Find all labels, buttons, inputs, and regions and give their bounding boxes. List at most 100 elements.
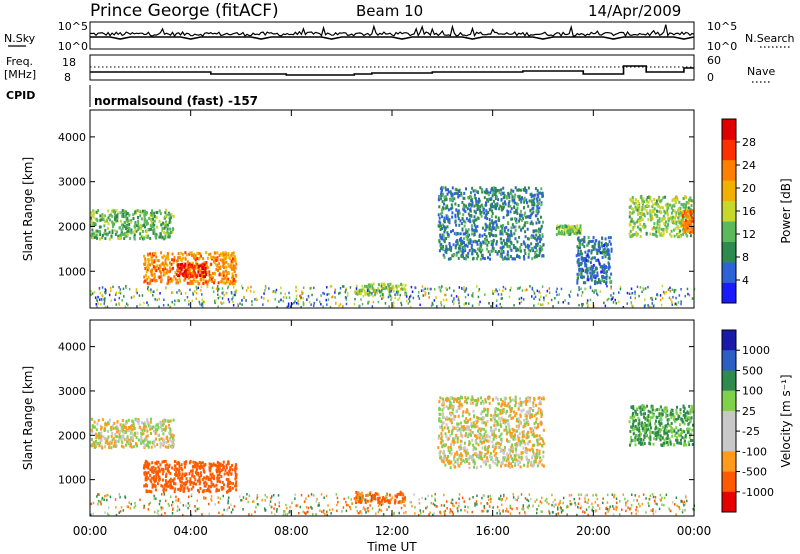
echo-cell <box>490 188 493 192</box>
echo-cell <box>172 418 175 422</box>
echo-cell <box>517 248 520 252</box>
echo-cell <box>455 223 458 227</box>
echo-cell <box>539 291 541 295</box>
echo-cell <box>500 424 503 428</box>
echo-cell <box>346 291 349 295</box>
echo-cell <box>456 241 459 245</box>
echo-cell <box>156 298 158 302</box>
echo-cell <box>676 225 679 228</box>
echo-cell <box>518 225 521 229</box>
echo-cell <box>468 218 471 222</box>
echo-cell <box>510 188 513 192</box>
echo-cell <box>172 214 175 218</box>
echo-cell <box>194 478 197 482</box>
echo-cell <box>632 208 635 212</box>
echo-cell <box>518 198 521 202</box>
echo-cell <box>481 188 484 192</box>
echo-cell <box>141 237 144 241</box>
freq-unit-label: [MHz] <box>4 68 36 81</box>
echo-cell <box>513 457 516 461</box>
echo-cell <box>581 304 583 308</box>
echo-cell <box>518 432 521 436</box>
echo-cell <box>514 201 517 205</box>
echo-cell <box>130 431 133 435</box>
echo-cell <box>93 290 96 294</box>
echo-cell <box>106 226 109 230</box>
echo-cell <box>155 470 158 474</box>
echo-cell <box>492 416 495 420</box>
echo-cell <box>555 290 558 293</box>
echo-cell <box>684 294 686 298</box>
echo-cell <box>523 429 526 433</box>
echo-cell <box>504 456 507 459</box>
nsky-label: N.Sky <box>4 32 36 45</box>
echo-cell <box>453 232 456 236</box>
echo-cell <box>508 414 510 418</box>
echo-cell <box>149 280 152 284</box>
echo-cell <box>217 289 219 293</box>
echo-cell <box>295 289 297 293</box>
echo-cell <box>528 244 531 248</box>
echo-cell <box>524 423 527 427</box>
echo-cell <box>191 261 194 265</box>
echo-cell <box>474 218 477 222</box>
echo-cell <box>533 229 536 233</box>
echo-cell <box>301 290 303 293</box>
echo-cell <box>590 278 593 282</box>
echo-cell <box>508 245 511 248</box>
echo-cell <box>604 237 607 241</box>
echo-cell <box>227 277 230 281</box>
echo-cell <box>154 488 157 492</box>
echo-cell <box>582 275 585 279</box>
echo-cell <box>470 246 473 250</box>
echo-cell <box>651 232 654 236</box>
echo-cell <box>151 225 154 228</box>
echo-cell <box>510 448 512 452</box>
echo-cell <box>189 477 192 481</box>
echo-cell <box>449 401 452 405</box>
echo-cell <box>495 190 498 194</box>
echo-cell <box>577 229 580 233</box>
echo-cell <box>446 225 449 229</box>
echo-cell <box>636 206 639 210</box>
echo-cell <box>144 266 147 270</box>
echo-cell <box>104 291 107 295</box>
echo-cell <box>513 195 516 199</box>
echo-cell <box>194 273 197 277</box>
echo-cell <box>512 437 515 441</box>
echo-cell <box>593 256 596 260</box>
echo-cell <box>687 229 690 233</box>
echo-cell <box>182 482 185 486</box>
echo-cell <box>473 223 476 227</box>
echo-cell <box>215 287 218 291</box>
echo-cell <box>513 435 516 439</box>
echo-cell <box>428 287 431 291</box>
echo-cell <box>520 200 523 204</box>
echo-cell <box>227 460 229 464</box>
echo-cell <box>211 286 214 289</box>
echo-cell <box>484 215 487 218</box>
echo-cell <box>492 430 495 434</box>
echo-cell <box>209 478 212 482</box>
echo-cell <box>100 431 103 435</box>
echo-cell <box>523 188 526 192</box>
echo-cell <box>587 236 590 239</box>
echo-cell <box>180 266 183 270</box>
echo-cell <box>530 220 533 224</box>
echo-cell <box>641 201 644 205</box>
echo-cell <box>163 272 166 276</box>
echo-cell <box>491 440 494 444</box>
echo-cell <box>158 269 161 273</box>
echo-cell <box>157 460 160 464</box>
echo-cell <box>455 253 458 257</box>
echo-cell <box>643 288 645 291</box>
echo-cell <box>494 461 497 465</box>
echo-cell <box>172 436 175 440</box>
echo-cell <box>225 466 228 470</box>
echo-cell <box>164 464 167 468</box>
echo-cell <box>144 259 147 263</box>
echo-cell <box>234 463 237 467</box>
echo-cell <box>146 422 149 425</box>
echo-cell <box>509 433 512 437</box>
echo-cell <box>682 219 685 223</box>
